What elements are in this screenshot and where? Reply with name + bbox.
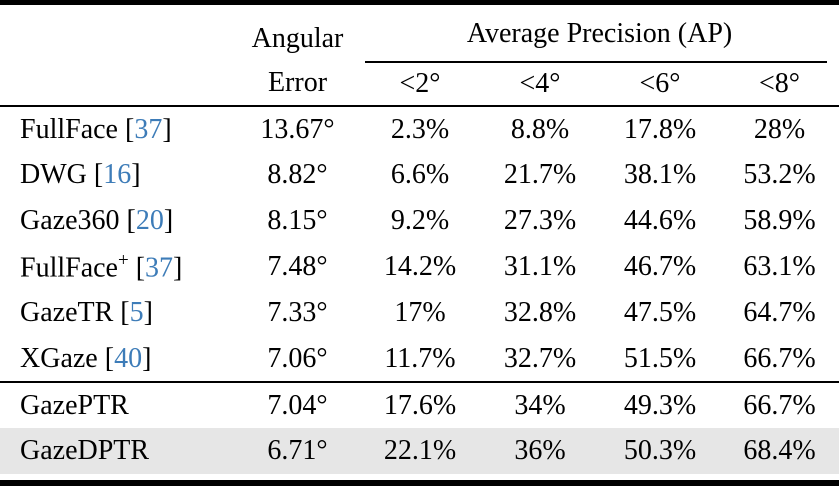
- ap-cell-lt8: 64.7%: [743, 297, 816, 328]
- header-ap-group: Average Precision (AP): [360, 5, 839, 63]
- bottom-gap: [0, 474, 839, 480]
- angular-error-cell: 8.15°: [267, 205, 328, 236]
- method-cell: FullFace+ [37]: [20, 249, 183, 284]
- citation-link[interactable]: 40: [114, 342, 143, 374]
- citation-link[interactable]: 20: [135, 205, 164, 236]
- citation-link[interactable]: 16: [103, 159, 132, 190]
- ap-cell-lt2: 6.6%: [390, 159, 450, 190]
- ap-cell-lt6: 51.5%: [623, 342, 697, 374]
- table-row: XGaze [40] 7.06° 11.7% 32.7% 51.5% 66.7%: [0, 336, 839, 382]
- ap-cell-lt4: 36%: [514, 435, 566, 466]
- results-table: Angular Error Average Precision (AP) <2°…: [0, 5, 839, 474]
- angular-error-cell: 13.67°: [260, 113, 335, 145]
- ap-cell-lt4: 31.1%: [503, 251, 577, 282]
- header-ap-lt2: <2°: [399, 67, 441, 99]
- table-row: GazeDPTR 6.71° 22.1% 36% 50.3% 68.4%: [0, 428, 839, 474]
- table-row: GazeTR [5] 7.33° 17% 32.8% 47.5% 64.7%: [0, 290, 839, 336]
- ap-cell-lt8: 68.4%: [743, 435, 816, 466]
- method-superscript: +: [118, 249, 129, 271]
- angular-error-cell: 7.48°: [267, 251, 328, 282]
- citation-link[interactable]: 5: [129, 297, 144, 328]
- ap-cell-lt8: 66.7%: [720, 381, 839, 428]
- method-name: GazeTR: [20, 297, 114, 328]
- header-ap-lt6: <6°: [639, 67, 681, 99]
- ap-cell-lt6: 46.7%: [623, 251, 697, 282]
- method-cell: GazeDPTR: [0, 428, 235, 474]
- ap-cell-lt2: 17%: [394, 297, 446, 328]
- ap-cell-lt2: 17.6%: [360, 381, 480, 428]
- table-body: FullFace [37] 13.67° 2.3% 8.8% 17.8% 28% DWG […: [0, 106, 839, 474]
- citation-link[interactable]: 37: [145, 252, 174, 284]
- ap-cell-lt6: 47.5%: [623, 297, 697, 328]
- method-cell: XGaze [40]: [20, 342, 152, 374]
- ap-cell-lt2: 14.2%: [383, 251, 457, 282]
- method-name: GazeDPTR: [20, 435, 150, 466]
- angular-error-cell: 7.06°: [267, 342, 328, 374]
- ap-cell-lt8: 53.2%: [743, 159, 816, 190]
- ap-cell-lt4: 32.8%: [503, 297, 577, 328]
- ap-cell-lt2: 11.7%: [384, 342, 456, 374]
- method-cell: GazePTR: [0, 381, 235, 428]
- angular-error-line1: Angular: [251, 23, 344, 54]
- method-name: XGaze: [20, 342, 98, 374]
- method-name: GazePTR: [20, 389, 129, 421]
- citation-link[interactable]: 37: [134, 113, 163, 145]
- ap-cell-lt2: 22.1%: [383, 435, 457, 466]
- angular-error-line2: Error: [267, 67, 328, 98]
- ap-cell-lt2: 9.2%: [390, 205, 450, 236]
- header-ap-lt4: <4°: [519, 67, 561, 99]
- angular-error-cell: 8.82°: [267, 159, 328, 190]
- method-name: FullFace: [20, 252, 118, 284]
- ap-cell-lt4: 34%: [480, 381, 600, 428]
- method-name: FullFace: [20, 113, 118, 145]
- ap-cell-lt4: 27.3%: [503, 205, 577, 236]
- ap-cell-lt4: 32.7%: [503, 342, 577, 374]
- method-name: DWG: [20, 159, 87, 190]
- method-cell: FullFace [37]: [20, 113, 172, 145]
- method-cell: DWG [16]: [20, 159, 141, 190]
- ap-cell-lt6: 17.8%: [623, 113, 697, 145]
- ap-cell-lt6: 49.3%: [600, 381, 720, 428]
- angular-error-cell: 6.71°: [267, 435, 328, 466]
- ap-cell-lt6: 38.1%: [623, 159, 697, 190]
- table-top-rule: [0, 0, 839, 5]
- ap-cell-lt8: 28%: [753, 113, 806, 145]
- ap-cell-lt4: 21.7%: [503, 159, 577, 190]
- table-bottom-rule: [0, 480, 839, 486]
- angular-error-cell: 7.33°: [267, 297, 328, 328]
- table-row: FullFace [37] 13.67° 2.3% 8.8% 17.8% 28%: [0, 106, 839, 152]
- table-row: FullFace+ [37] 7.48° 14.2% 31.1% 46.7% 63.1%: [0, 244, 839, 290]
- table-row: Gaze360 [20] 8.15° 9.2% 27.3% 44.6% 58.9%: [0, 198, 839, 244]
- table-header: Angular Error Average Precision (AP) <2°…: [0, 5, 839, 106]
- header-ap-lt8: <8°: [759, 67, 801, 99]
- ap-group-underline: [365, 60, 828, 63]
- header-method-blank: [0, 5, 235, 106]
- ap-cell-lt8: 63.1%: [743, 251, 816, 282]
- ap-cell-lt6: 44.6%: [623, 205, 697, 236]
- ap-cell-lt8: 58.9%: [743, 205, 816, 236]
- method-cell: Gaze360 [20]: [20, 205, 174, 236]
- ap-cell-lt8: 66.7%: [743, 342, 816, 374]
- table-row: DWG [16] 8.82° 6.6% 21.7% 38.1% 53.2%: [0, 152, 839, 198]
- ap-cell-lt4: 8.8%: [510, 113, 570, 145]
- method-cell: GazeTR [5]: [20, 297, 153, 328]
- angular-error-cell: 7.04°: [235, 381, 360, 428]
- ap-group-label: Average Precision (AP): [466, 17, 733, 49]
- ap-cell-lt2: 2.3%: [390, 113, 450, 145]
- ap-cell-lt6: 50.3%: [623, 435, 697, 466]
- table-row: GazePTR 7.04° 17.6% 34% 49.3% 66.7%: [0, 381, 839, 428]
- method-name: Gaze360: [20, 205, 120, 236]
- header-angular-error: Angular Error: [235, 5, 360, 106]
